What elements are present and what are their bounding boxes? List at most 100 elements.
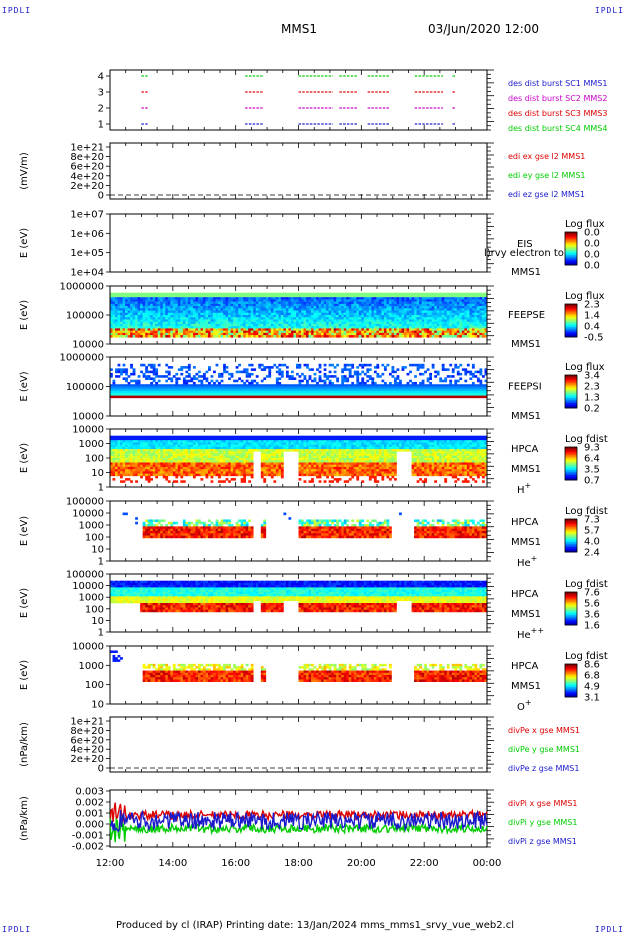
spectrogram-cell [145, 375, 148, 378]
spectrogram-cell [411, 332, 415, 336]
spectrogram-cell [383, 332, 387, 336]
spectrogram-cell [394, 393, 397, 396]
spectrogram-cell [235, 323, 239, 327]
spectrogram-cell [366, 315, 370, 318]
spectrogram-cell [368, 391, 372, 394]
spectrogram-cell [240, 323, 244, 327]
spectrogram-cell [147, 375, 151, 378]
spectrogram-cell [288, 384, 292, 387]
spectrogram-cell [290, 328, 294, 331]
spectrogram-cell [238, 328, 241, 331]
spectrogram-cell [273, 321, 277, 325]
spectrogram-cell [213, 393, 216, 396]
spectrogram-cell [308, 386, 312, 390]
spectrogram-cell [263, 292, 267, 296]
spectrogram-cell [464, 370, 468, 374]
spectrogram-cell [228, 310, 231, 314]
spectrogram-cell [220, 310, 224, 314]
spectrogram-cell [238, 330, 241, 334]
spectrogram-cell [205, 321, 209, 325]
spectrogram-cell [479, 332, 483, 336]
spectrogram-cell [175, 388, 179, 392]
spectrogram-cell [351, 381, 355, 385]
eis-cbar-tick: 0.0 [584, 228, 600, 239]
spectrogram-cell [275, 384, 279, 387]
spectrogram-cell [115, 330, 118, 334]
spectrogram-cell [469, 317, 473, 320]
spectrogram-cell [295, 363, 299, 367]
spectrogram-cell [182, 386, 186, 390]
spectrogram-cell [401, 299, 405, 302]
spectrogram-cell [125, 330, 128, 334]
spectrogram-cell [202, 306, 206, 309]
spectrogram-cell [471, 317, 475, 320]
spectrogram-cell [167, 335, 171, 338]
spectrogram-cell [479, 297, 483, 300]
spectrogram-cell [197, 391, 201, 394]
spectrogram-cell [348, 375, 352, 378]
spectrogram-cell [253, 386, 257, 390]
spectrogram-cell [288, 335, 292, 338]
spectrogram-cell [454, 292, 458, 296]
spectrogram-cell [446, 375, 450, 378]
spectrogram-cell [474, 301, 478, 305]
spectrogram-cell [225, 306, 229, 309]
spectrogram-cell [265, 294, 269, 298]
spectrogram-cell [182, 377, 186, 380]
spectrogram-cell [338, 319, 342, 322]
spectrogram-cell [466, 303, 470, 307]
spectrogram-cell [263, 319, 267, 322]
spectrogram-cell [401, 301, 405, 305]
spectrogram-cell [474, 317, 478, 320]
spectrogram-cell [449, 292, 453, 296]
spectrogram-cell [451, 292, 455, 296]
spectrogram-cell [336, 332, 340, 336]
spectrogram-cell [469, 372, 473, 376]
spectrogram-cell [308, 375, 312, 378]
spectrogram-cell [200, 303, 204, 307]
spectrogram-cell [288, 386, 292, 390]
spectrogram-cell [205, 326, 209, 329]
spectrogram-cell [461, 323, 465, 327]
spectrogram-cell [240, 332, 244, 336]
spectrogram-cell [205, 297, 209, 300]
spectrogram-cell [451, 370, 455, 374]
spectrogram-cell [429, 386, 432, 390]
spectrogram-cell [311, 391, 314, 394]
spectrogram-cell [160, 391, 164, 394]
spectrogram-cell [273, 395, 277, 399]
spectrogram-cell [215, 319, 219, 322]
spectrogram-cell [411, 299, 415, 302]
spectrogram-cell [464, 368, 468, 371]
spectrogram-cell [449, 323, 453, 327]
spectrogram-cell [436, 312, 440, 316]
spectrogram-cell [484, 315, 488, 318]
spectrogram-cell [313, 306, 317, 309]
spectrogram-cell [275, 366, 279, 369]
spectrogram-cell [331, 395, 334, 399]
spectrogram-cell [280, 372, 284, 376]
spectrogram-cell [130, 379, 133, 383]
spectrogram-cell [323, 391, 327, 394]
spectrogram-cell [147, 299, 151, 302]
spectrogram-cell [414, 332, 417, 336]
spectrogram-cell [233, 323, 236, 327]
spectrogram-cell [142, 317, 146, 320]
spectrogram-cell [391, 375, 395, 378]
spectrogram-cell [185, 323, 189, 327]
spectrogram-cell [230, 308, 234, 311]
spectrogram-cell [115, 321, 118, 325]
spectrogram-cell [215, 384, 219, 387]
spectrogram-cell [235, 328, 239, 331]
spectrogram-cell [426, 306, 430, 309]
spectrogram-cell [298, 363, 302, 367]
spectrogram-cell [363, 372, 367, 376]
spectrogram-cell [185, 317, 189, 320]
spectrogram-cell [238, 384, 241, 387]
spectrogram-cell [187, 328, 191, 331]
spectrogram-cell [263, 377, 267, 380]
spectrogram-cell [326, 391, 329, 394]
spectrogram-cell [202, 294, 206, 298]
spectrogram-cell [223, 303, 226, 307]
spectrogram-cell [255, 395, 259, 399]
